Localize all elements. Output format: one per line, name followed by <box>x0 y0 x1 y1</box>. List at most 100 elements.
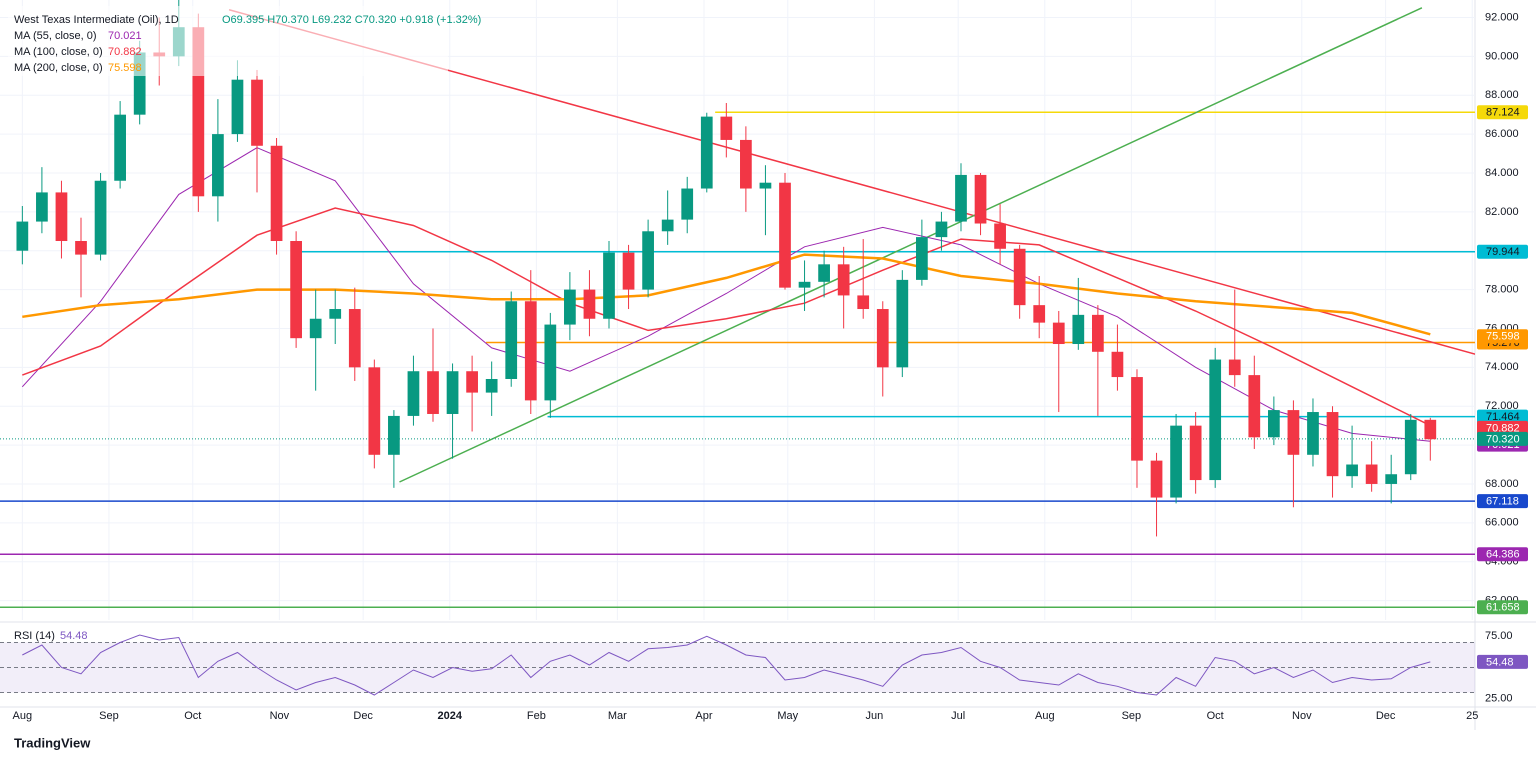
y-tick-label: 74.000 <box>1485 361 1519 373</box>
candle-body <box>583 289 596 319</box>
main-pane <box>0 0 1475 620</box>
candle-body <box>916 237 928 280</box>
ma-legend-name: MA (200, close, 0) <box>14 62 103 74</box>
candle-body <box>1131 377 1143 461</box>
candle-body <box>798 281 811 288</box>
candle-body <box>1287 410 1300 455</box>
price-label: 75.598 <box>1486 331 1520 343</box>
price-label: 64.386 <box>1486 549 1520 561</box>
y-tick-label: 90.000 <box>1485 50 1519 62</box>
y-tick-label: 92.000 <box>1485 11 1519 23</box>
candle-body <box>642 231 654 290</box>
x-tick-label: Nov <box>270 710 290 722</box>
candle-body <box>251 79 263 146</box>
ma-legend-name: MA (55, close, 0) <box>14 30 97 42</box>
price-label-box <box>1477 329 1528 344</box>
x-tick-label: Sep <box>99 710 119 722</box>
candle-body <box>388 415 400 455</box>
candle-body <box>759 182 772 189</box>
y-tick-label: 68.000 <box>1485 478 1519 490</box>
legend: West Texas Intermediate (Oil), 1D O69.39… <box>8 6 481 76</box>
price-label-box <box>1477 547 1528 562</box>
x-tick-label: 25 <box>1466 710 1478 722</box>
candle-body <box>935 221 948 238</box>
price-label-box <box>1477 244 1528 259</box>
candle-body <box>407 371 420 416</box>
price-label-box <box>1477 600 1528 615</box>
price-label-box <box>1477 431 1528 446</box>
x-tick-label: Dec <box>353 710 373 722</box>
candle-body <box>955 174 967 222</box>
y-tick-label: 88.000 <box>1485 89 1519 101</box>
candle-body <box>1365 464 1378 484</box>
candle-body <box>896 279 909 368</box>
candle-body <box>603 252 615 319</box>
x-tick-label: Sep <box>1122 710 1142 722</box>
price-label: 70.882 <box>1486 422 1520 434</box>
x-tick-label: May <box>777 710 798 722</box>
chart-title: West Texas Intermediate (Oil), 1D <box>14 14 179 26</box>
candle-body <box>16 221 29 251</box>
candle-body <box>994 223 1006 249</box>
x-tick-label: Jun <box>866 710 884 722</box>
y-tick-label: 82.000 <box>1485 206 1519 218</box>
ma-legend-value: 75.598 <box>108 62 142 74</box>
candle-body <box>837 264 850 296</box>
candle-body <box>1072 314 1085 345</box>
rsi-name: RSI (14) <box>14 630 55 642</box>
candle-body <box>740 139 752 189</box>
candle-body <box>75 241 87 255</box>
x-tick-label: Aug <box>13 710 33 722</box>
rsi-pane <box>0 634 1475 696</box>
candle-body <box>192 27 205 197</box>
candle-body <box>427 371 439 414</box>
x-tick-label: Feb <box>527 710 546 722</box>
rsi-tick-label: 75.00 <box>1485 630 1513 642</box>
candle-body <box>1209 359 1222 481</box>
candle-body <box>505 301 518 379</box>
candle-body <box>564 289 576 325</box>
y-tick-label: 72.000 <box>1485 400 1519 412</box>
candle-body <box>700 116 713 189</box>
candle-body <box>857 295 870 310</box>
candle-body <box>779 182 791 288</box>
candle-body <box>1013 248 1026 306</box>
x-tick-label: Mar <box>608 710 627 722</box>
rsi-label: 54.48 <box>1486 656 1514 668</box>
price-label: 79.944 <box>1486 246 1520 258</box>
candle-body <box>1404 419 1417 475</box>
candle-body <box>1170 425 1182 498</box>
candle-body <box>368 367 381 455</box>
candle-body <box>1326 412 1339 477</box>
candle-body <box>974 174 987 224</box>
y-tick-label: 78.000 <box>1485 283 1519 295</box>
candle-body <box>1052 322 1065 345</box>
candle-body <box>1385 474 1398 484</box>
candle-body <box>1228 359 1241 376</box>
price-label-box <box>1477 420 1528 435</box>
candle-body <box>55 192 68 242</box>
candle-body <box>876 309 889 368</box>
rsi-value: 54.48 <box>60 630 88 642</box>
price-label: 87.124 <box>1486 107 1520 119</box>
x-tick-label: 2024 <box>438 710 463 722</box>
candle-body <box>622 252 635 290</box>
price-label-box <box>1477 105 1528 120</box>
candle-body <box>309 318 322 339</box>
trend-line <box>399 7 1423 483</box>
candle-body <box>485 378 498 393</box>
candle-body <box>329 309 342 319</box>
candle-body <box>720 116 733 140</box>
x-tick-label: Nov <box>1292 710 1312 722</box>
ma-legend-value: 70.882 <box>108 46 142 58</box>
candle-body <box>681 188 694 220</box>
ma-legend-value: 70.021 <box>108 30 142 42</box>
candle-body <box>818 264 830 282</box>
x-tick-label: Dec <box>1376 710 1396 722</box>
x-tick-label: Oct <box>184 710 201 722</box>
candle-body <box>466 371 478 393</box>
candle-body <box>544 324 557 401</box>
price-label-box <box>1477 494 1528 509</box>
